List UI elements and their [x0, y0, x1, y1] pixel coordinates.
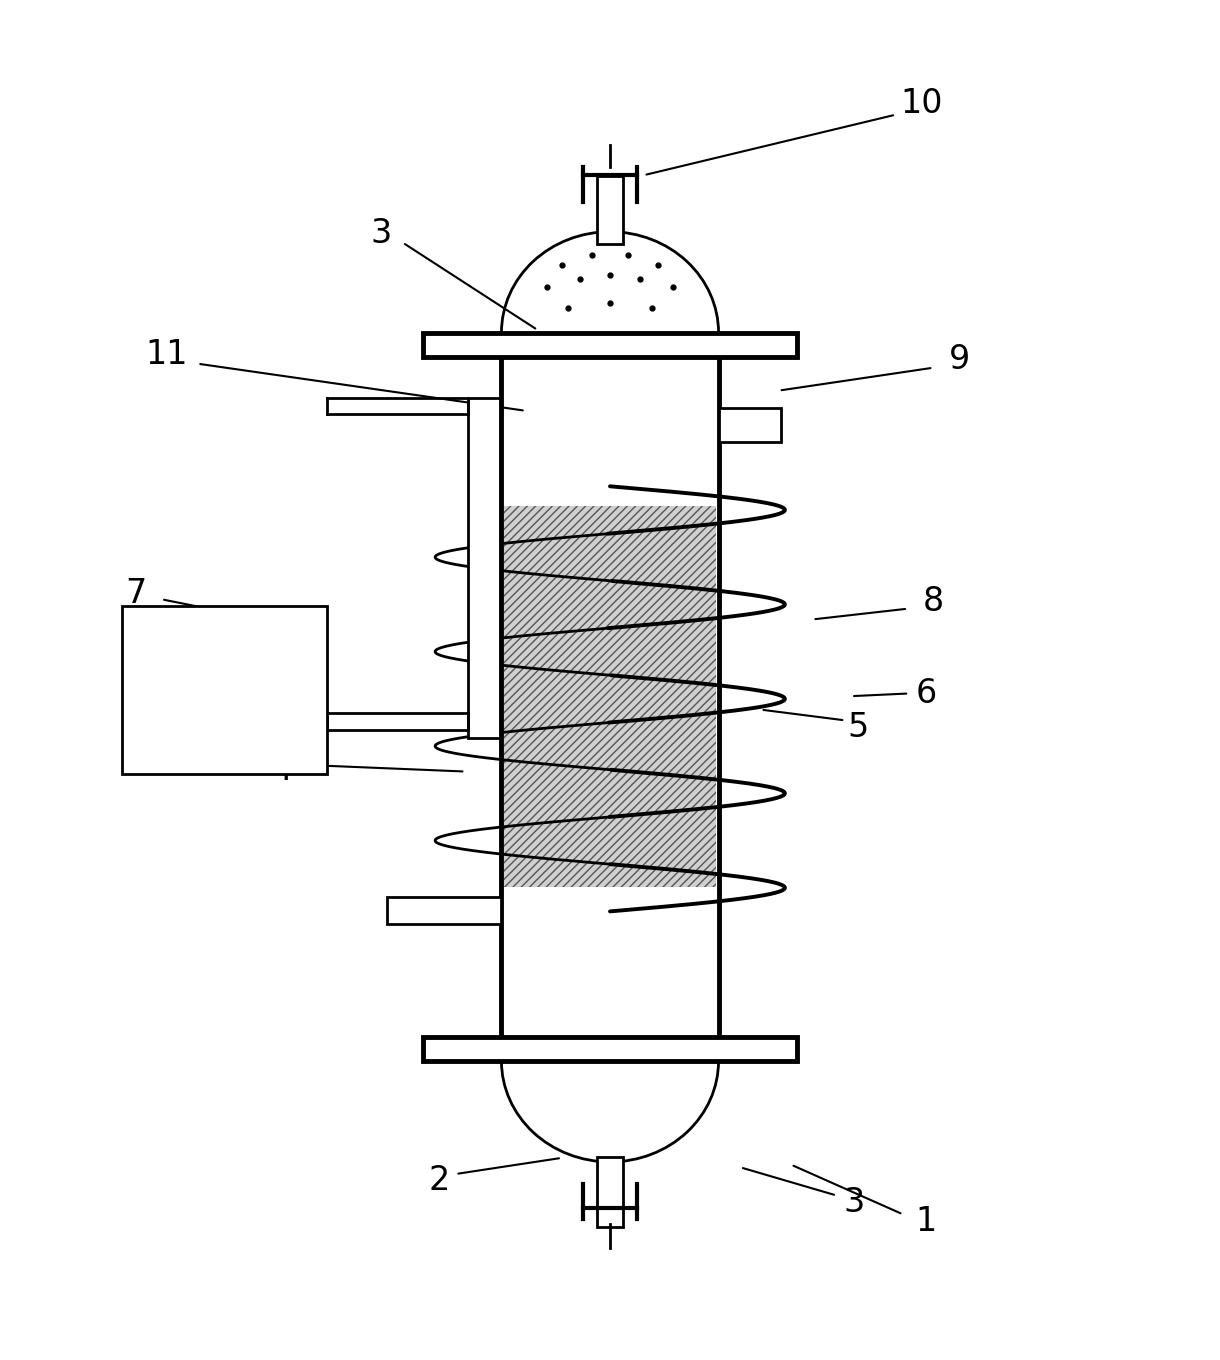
- Text: 10: 10: [900, 87, 942, 121]
- FancyBboxPatch shape: [467, 397, 501, 737]
- Text: 9: 9: [949, 343, 970, 377]
- Text: 11: 11: [145, 337, 188, 371]
- FancyBboxPatch shape: [719, 408, 781, 442]
- Text: 4: 4: [271, 753, 293, 786]
- Text: 3: 3: [843, 1186, 864, 1219]
- FancyBboxPatch shape: [597, 1157, 623, 1227]
- FancyBboxPatch shape: [423, 1036, 797, 1061]
- Text: 5: 5: [848, 711, 869, 744]
- Text: 6: 6: [915, 677, 937, 710]
- Text: 1: 1: [915, 1205, 937, 1238]
- FancyBboxPatch shape: [387, 898, 501, 925]
- FancyBboxPatch shape: [597, 177, 623, 243]
- Text: 2: 2: [428, 1164, 449, 1197]
- FancyBboxPatch shape: [504, 506, 716, 887]
- Text: 7: 7: [126, 578, 146, 611]
- FancyBboxPatch shape: [122, 607, 327, 774]
- Text: 3: 3: [370, 216, 392, 250]
- FancyBboxPatch shape: [423, 333, 797, 356]
- Text: 8: 8: [922, 585, 944, 619]
